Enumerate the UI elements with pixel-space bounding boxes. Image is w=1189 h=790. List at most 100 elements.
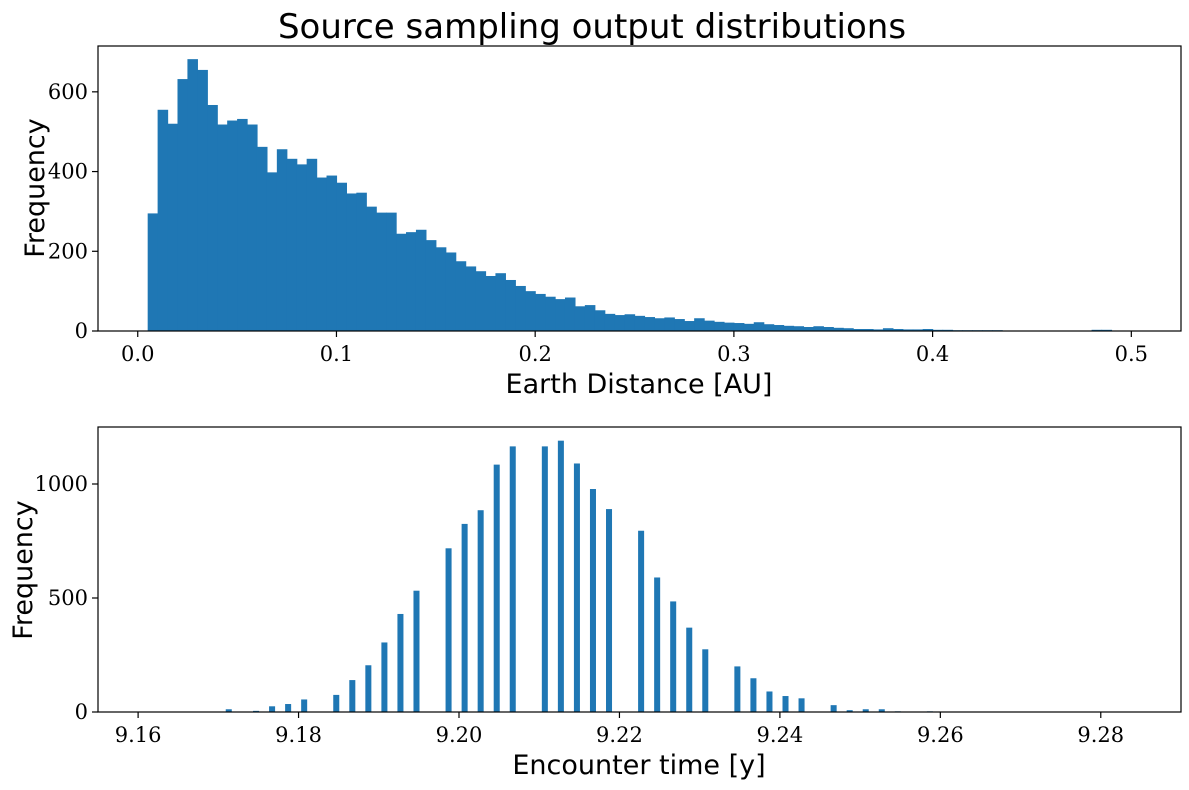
bar: [773, 325, 785, 331]
bar: [555, 299, 566, 331]
bar: [846, 710, 853, 712]
bar: [670, 601, 677, 712]
y-tick-label: 0: [75, 319, 88, 343]
bar: [750, 678, 757, 712]
bar: [783, 325, 795, 331]
x-tick-label: 9.18: [275, 723, 322, 747]
bottom-x-axis-label: Encounter time [y]: [512, 750, 765, 781]
bar: [573, 463, 580, 712]
bar: [276, 149, 288, 331]
bar: [922, 329, 934, 331]
y-tick-label: 500: [48, 586, 88, 610]
bar: [225, 709, 232, 712]
bar: [694, 318, 705, 331]
bar: [525, 291, 536, 331]
bar: [147, 213, 159, 331]
bar: [505, 279, 516, 331]
bar: [535, 293, 546, 331]
bar: [674, 319, 685, 331]
bar: [187, 59, 198, 332]
bar: [406, 232, 417, 331]
bar: [207, 104, 218, 332]
x-tick-label: 0.2: [518, 342, 551, 366]
bar: [455, 261, 467, 331]
top-plot-frame: [97, 45, 1182, 332]
bar: [477, 510, 484, 712]
top-y-ticks: 0 200 400 600: [48, 80, 98, 343]
figure-title: Source sampling output distributions: [278, 7, 906, 47]
bar: [227, 120, 238, 331]
bar: [515, 285, 526, 331]
bar: [564, 297, 576, 331]
bar: [435, 247, 447, 331]
x-tick-label: 9.22: [596, 723, 643, 747]
bar: [892, 329, 904, 331]
bar: [723, 322, 735, 331]
bar: [843, 328, 854, 331]
bar: [485, 275, 497, 331]
bar: [624, 314, 636, 331]
bar: [604, 313, 616, 331]
bar: [743, 323, 755, 331]
bar: [346, 193, 357, 331]
bar: [766, 691, 773, 712]
top-x-ticks: 0.0 0.1 0.2 0.3 0.4 0.5: [121, 331, 1148, 366]
bottom-x-ticks: 9.16 9.18 9.20 9.22 9.24 9.26 9.28: [115, 712, 1124, 747]
bar: [862, 709, 869, 712]
bar: [465, 266, 477, 331]
bar: [197, 69, 208, 332]
bar: [349, 680, 356, 712]
bar: [333, 694, 340, 712]
top-x-axis-label: Earth Distance [AU]: [506, 369, 773, 400]
bar: [733, 323, 745, 331]
bottom-bars: [225, 440, 1094, 712]
bar: [753, 322, 765, 331]
bar: [396, 233, 407, 331]
bar: [285, 704, 292, 712]
bar: [584, 305, 596, 331]
bar: [326, 175, 338, 331]
bar: [493, 464, 500, 712]
bar: [638, 530, 645, 712]
bar: [545, 296, 556, 331]
bar: [356, 192, 367, 331]
x-tick-label: 9.24: [757, 723, 804, 747]
bar: [177, 79, 189, 331]
bar: [589, 489, 596, 712]
bar: [296, 164, 308, 331]
bar: [365, 665, 372, 712]
bar: [704, 320, 715, 331]
bar: [863, 329, 874, 331]
bottom-chart: 9.16 9.18 9.20 9.22 9.24 9.26 9.28 0 500 1000 En…: [8, 426, 1182, 781]
bar: [557, 440, 564, 712]
bar: [301, 699, 308, 712]
bar: [813, 326, 824, 331]
bar: [256, 146, 268, 331]
y-tick-label: 1000: [35, 472, 88, 496]
bar: [823, 327, 834, 331]
bar: [606, 509, 613, 712]
bar: [782, 696, 789, 712]
bar: [830, 705, 837, 712]
bar: [882, 328, 894, 331]
bar: [445, 548, 452, 712]
bar: [664, 317, 675, 331]
bar: [853, 329, 864, 331]
x-tick-label: 0.4: [916, 342, 949, 366]
bar: [316, 177, 328, 331]
bar: [495, 273, 506, 331]
x-tick-label: 0.1: [320, 342, 353, 366]
bar: [237, 118, 248, 331]
bottom-y-axis-label: Frequency: [8, 500, 39, 640]
bar: [793, 326, 805, 331]
bar: [654, 318, 665, 331]
x-tick-label: 9.20: [436, 723, 483, 747]
bar: [541, 446, 548, 712]
x-tick-label: 0.3: [717, 342, 750, 366]
x-tick-label: 9.16: [115, 723, 162, 747]
bar: [269, 706, 276, 712]
bar: [654, 577, 661, 712]
bar: [366, 206, 377, 331]
bar: [872, 329, 884, 331]
